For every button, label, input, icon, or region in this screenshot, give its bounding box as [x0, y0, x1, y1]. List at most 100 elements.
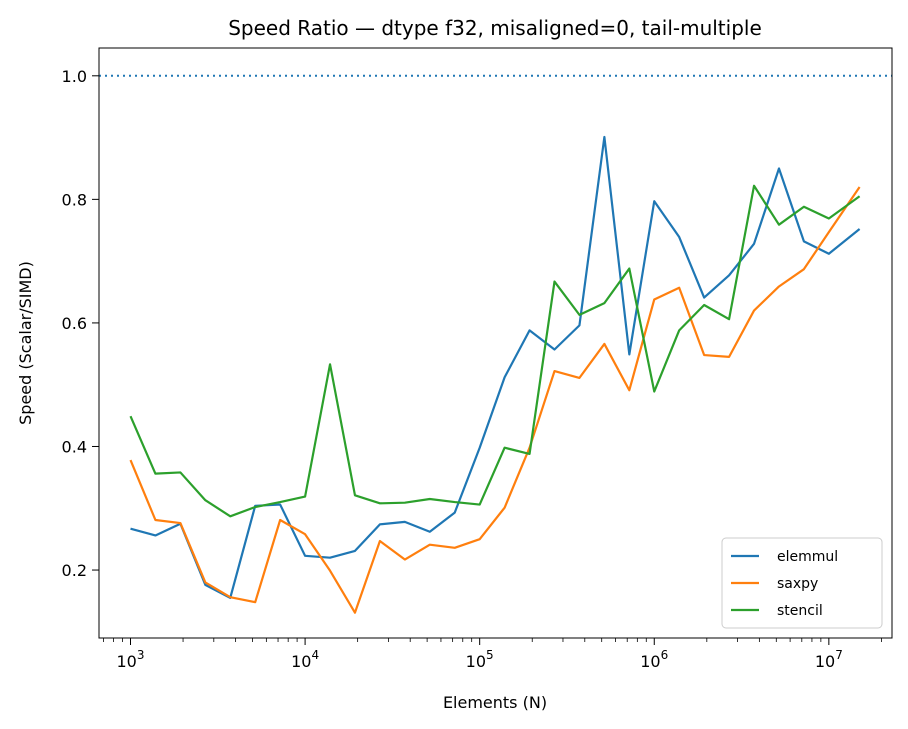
data-point-stencil: [502, 445, 507, 450]
data-point-stencil: [328, 362, 333, 367]
data-point-elemmul: [402, 519, 407, 524]
data-point-saxpy: [278, 518, 283, 523]
data-point-elemmul: [477, 445, 482, 450]
chart-title: Speed Ratio — dtype f32, misaligned=0, t…: [228, 16, 762, 40]
data-point-saxpy: [328, 568, 333, 573]
data-point-stencil: [577, 312, 582, 317]
data-point-saxpy: [652, 297, 657, 302]
data-point-elemmul: [826, 251, 831, 256]
data-point-elemmul: [776, 166, 781, 171]
series-line-stencil: [129, 184, 861, 518]
data-point-stencil: [128, 414, 133, 419]
data-point-elemmul: [857, 227, 862, 232]
data-point-stencil: [752, 183, 757, 188]
data-point-elemmul: [128, 526, 133, 531]
data-point-saxpy: [477, 537, 482, 542]
y-tick-label: 0.4: [62, 437, 87, 456]
data-point-elemmul: [727, 273, 732, 278]
data-point-stencil: [857, 194, 862, 199]
data-point-saxpy: [128, 458, 133, 463]
data-point-elemmul: [801, 239, 806, 244]
data-point-stencil: [427, 496, 432, 501]
x-tick-label: 105: [466, 648, 494, 671]
data-point-saxpy: [502, 505, 507, 510]
data-point-saxpy: [602, 341, 607, 346]
data-point-elemmul: [652, 199, 657, 204]
y-axis-ticks: 0.2 0.4 0.6 0.8 1.0: [62, 67, 99, 580]
data-point-stencil: [203, 498, 208, 503]
data-point-saxpy: [228, 595, 233, 600]
data-point-elemmul: [602, 134, 607, 139]
data-point-elemmul: [552, 347, 557, 352]
y-tick-label: 0.2: [62, 561, 87, 580]
data-point-stencil: [677, 328, 682, 333]
data-point-stencil: [377, 501, 382, 506]
data-point-elemmul: [527, 328, 532, 333]
data-point-elemmul: [352, 548, 357, 553]
series-layer: [128, 134, 862, 615]
data-point-stencil: [452, 500, 457, 505]
data-point-elemmul: [502, 375, 507, 380]
legend-label-stencil: stencil: [777, 603, 823, 619]
data-point-saxpy: [627, 388, 632, 393]
data-point-elemmul: [677, 235, 682, 240]
data-point-stencil: [801, 204, 806, 209]
data-point-saxpy: [702, 353, 707, 358]
data-point-saxpy: [752, 308, 757, 313]
data-point-elemmul: [702, 295, 707, 300]
data-point-elemmul: [303, 553, 308, 558]
data-point-saxpy: [203, 580, 208, 585]
data-point-stencil: [627, 266, 632, 271]
data-point-stencil: [527, 451, 532, 456]
data-point-stencil: [303, 494, 308, 499]
x-tick-label: 107: [815, 648, 843, 671]
data-point-stencil: [153, 471, 158, 476]
data-point-saxpy: [427, 542, 432, 547]
legend-label-saxpy: saxpy: [777, 576, 818, 592]
data-point-stencil: [826, 216, 831, 221]
data-point-elemmul: [427, 529, 432, 534]
data-point-stencil: [702, 303, 707, 308]
x-tick-label: 103: [117, 648, 145, 671]
data-point-saxpy: [253, 600, 258, 605]
data-point-elemmul: [328, 555, 333, 560]
data-point-saxpy: [801, 267, 806, 272]
data-point-saxpy: [303, 532, 308, 537]
y-tick-label: 0.8: [62, 190, 87, 209]
legend-label-elemmul: elemmul: [777, 549, 838, 565]
data-point-saxpy: [552, 369, 557, 374]
legend-box: [721, 537, 883, 629]
data-point-saxpy: [402, 557, 407, 562]
y-tick-label: 0.6: [62, 314, 87, 333]
data-point-stencil: [602, 301, 607, 306]
data-point-stencil: [402, 500, 407, 505]
data-point-elemmul: [452, 510, 457, 515]
data-point-stencil: [776, 222, 781, 227]
data-point-saxpy: [452, 545, 457, 550]
data-point-stencil: [552, 279, 557, 284]
data-point-saxpy: [857, 185, 862, 190]
series-line-saxpy: [129, 186, 861, 614]
data-point-saxpy: [727, 354, 732, 359]
data-point-saxpy: [826, 230, 831, 235]
data-point-saxpy: [178, 521, 183, 526]
data-point-stencil: [228, 514, 233, 519]
data-point-stencil: [178, 470, 183, 475]
y-tick-label: 1.0: [62, 67, 87, 86]
plot-area: 103 104 105 106 107 0.2 0.4 0.6 0.8 1.0: [62, 47, 893, 671]
data-point-saxpy: [352, 610, 357, 615]
series-line-elemmul: [130, 135, 861, 599]
data-point-elemmul: [627, 352, 632, 357]
data-point-stencil: [652, 389, 657, 394]
data-point-elemmul: [752, 241, 757, 246]
x-tick-label: 104: [291, 648, 319, 671]
data-point-stencil: [727, 317, 732, 322]
x-tick-label: 106: [640, 648, 668, 671]
data-point-saxpy: [776, 284, 781, 289]
data-point-saxpy: [577, 375, 582, 380]
data-point-saxpy: [677, 285, 682, 290]
data-point-elemmul: [377, 522, 382, 527]
data-point-elemmul: [577, 323, 582, 328]
data-point-saxpy: [377, 539, 382, 544]
